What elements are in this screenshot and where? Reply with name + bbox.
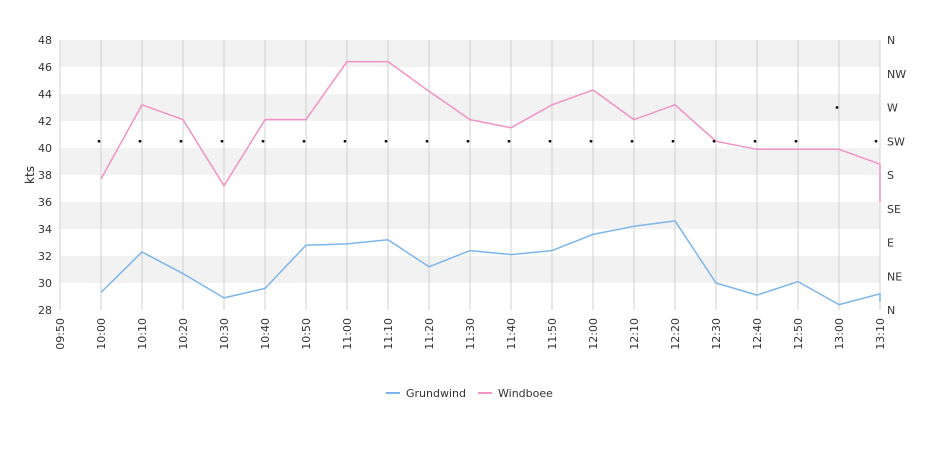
x-tick-label: 11:50 — [546, 318, 559, 350]
direction-tick-label: N — [887, 304, 895, 317]
direction-marker — [835, 106, 839, 109]
y-tick-label: 48 — [38, 34, 52, 47]
legend-label: Windboee — [498, 387, 553, 400]
x-tick-label: 11:00 — [341, 318, 354, 350]
direction-marker — [425, 139, 429, 143]
y-tick-label: 36 — [38, 196, 52, 209]
direction-marker — [874, 139, 878, 143]
direction-marker — [753, 139, 757, 143]
x-tick-label: 10:20 — [177, 318, 190, 350]
series-line-windboee — [100, 60, 881, 202]
x-tick-label: 11:20 — [423, 318, 436, 350]
direction-marker — [179, 139, 183, 143]
direction-markers — [97, 106, 878, 143]
direction-tick-label: NE — [887, 270, 902, 283]
direction-marker — [630, 139, 634, 143]
vertical-gridlines — [59, 40, 881, 310]
x-tick-label: 12:20 — [669, 318, 682, 350]
x-tick-label: 12:00 — [587, 318, 600, 350]
x-tick-label: 11:40 — [505, 318, 518, 350]
x-tick-label: 12:10 — [628, 318, 641, 350]
direction-marker — [302, 139, 306, 143]
x-tick-label: 13:10 — [874, 318, 887, 350]
direction-marker — [97, 139, 101, 143]
direction-tick-label: N — [887, 34, 895, 47]
x-axis: 09:50 10:00 10:10 10:20 10:30 10:40 10:50 11:00… — [54, 318, 887, 350]
direction-marker — [138, 139, 142, 143]
direction-tick-label: SW — [887, 135, 905, 148]
direction-marker — [220, 139, 224, 143]
series-line-grundwind — [100, 220, 881, 306]
y-tick-label: 42 — [38, 115, 52, 128]
x-tick-label: 10:40 — [259, 318, 272, 350]
x-tick-label: 10:00 — [95, 318, 108, 350]
x-tick-label: 12:30 — [710, 318, 723, 350]
direction-tick-label: NW — [887, 68, 906, 81]
legend[interactable]: Grundwind Windboee — [386, 387, 553, 400]
direction-marker — [794, 139, 798, 143]
direction-tick-label: SE — [887, 203, 901, 216]
y-tick-label: 32 — [38, 250, 52, 263]
direction-marker — [466, 139, 470, 143]
direction-marker — [548, 139, 552, 143]
direction-tick-label: E — [887, 237, 894, 250]
direction-tick-label: S — [887, 169, 894, 182]
x-tick-label: 11:10 — [382, 318, 395, 350]
direction-marker — [343, 139, 347, 143]
y-tick-label: 46 — [38, 61, 52, 74]
legend-label: Grundwind — [406, 387, 466, 400]
direction-marker — [589, 139, 593, 143]
x-tick-label: 13:00 — [833, 318, 846, 350]
x-tick-label: 10:30 — [218, 318, 231, 350]
y-tick-label: 30 — [38, 277, 52, 290]
y-axis-right: N NE E SE S SW W NW N — [887, 34, 906, 317]
y-tick-label: 44 — [38, 88, 52, 101]
direction-marker — [261, 139, 265, 143]
direction-marker — [671, 139, 675, 143]
direction-marker — [507, 139, 511, 143]
y-axis-left: 28 30 32 34 36 38 40 42 44 46 48 — [38, 34, 52, 317]
x-tick-label: 09:50 — [54, 318, 67, 350]
direction-marker — [712, 139, 716, 143]
y-axis-title: kts — [23, 166, 37, 184]
x-tick-label: 10:10 — [136, 318, 149, 350]
x-tick-label: 12:50 — [792, 318, 805, 350]
y-tick-label: 38 — [38, 169, 52, 182]
legend-item-grundwind[interactable]: Grundwind — [386, 387, 466, 400]
series-lines — [100, 60, 881, 306]
x-tick-label: 12:40 — [751, 318, 764, 350]
direction-tick-label: W — [887, 102, 898, 115]
direction-marker — [384, 139, 388, 143]
legend-item-windboee[interactable]: Windboee — [478, 387, 553, 400]
x-tick-label: 11:30 — [464, 318, 477, 350]
y-tick-label: 28 — [38, 304, 52, 317]
x-tick-label: 10:50 — [300, 318, 313, 350]
y-tick-label: 40 — [38, 142, 52, 155]
y-tick-label: 34 — [38, 223, 52, 236]
